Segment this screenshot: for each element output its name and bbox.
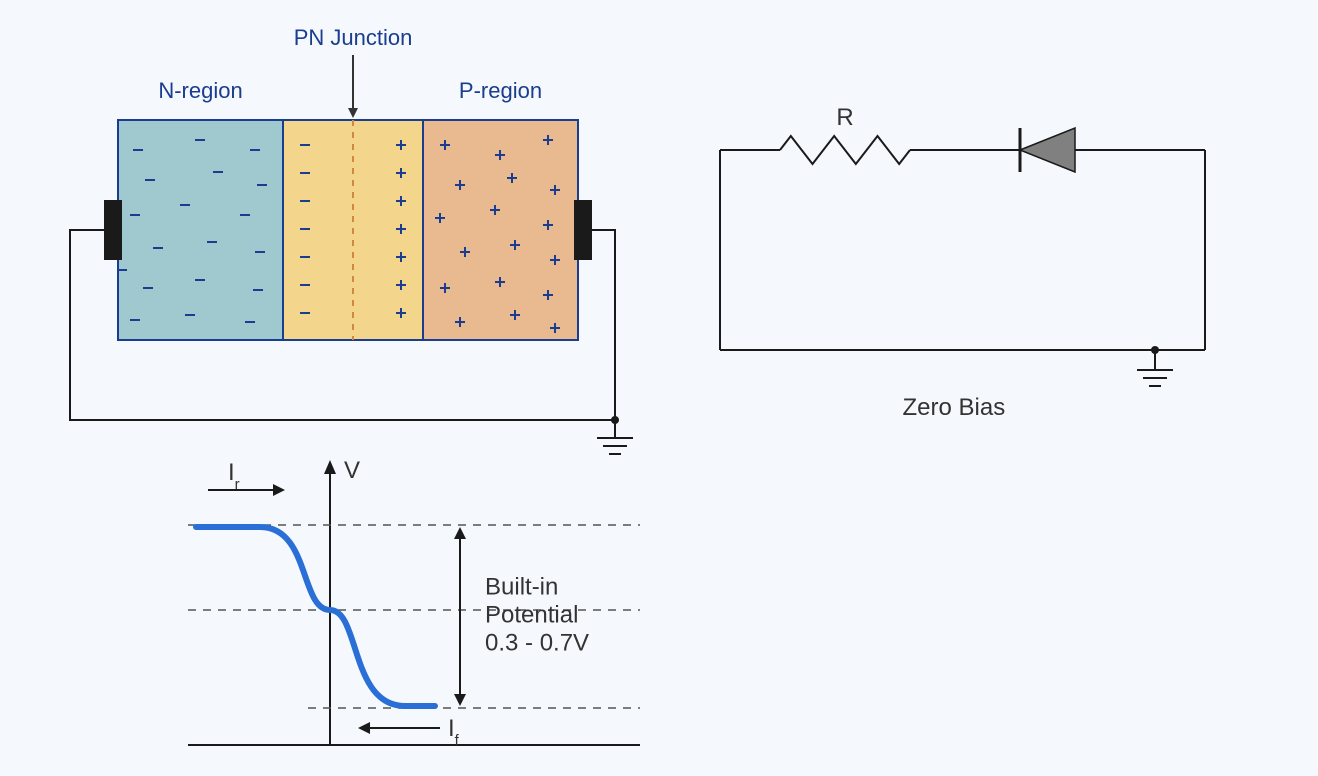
ir-label: Ir bbox=[228, 459, 240, 493]
pn-junction-title: PN Junction bbox=[294, 25, 413, 50]
pn-junction-diagram: PN Junction N-region P-region bbox=[70, 25, 633, 454]
n-region-label: N-region bbox=[158, 78, 242, 103]
circuit-caption: Zero Bias bbox=[903, 394, 1006, 421]
builtin-label-1: Built-in bbox=[485, 574, 558, 601]
resistor bbox=[780, 136, 910, 164]
if-label: If bbox=[448, 715, 460, 749]
resistor-label: R bbox=[836, 104, 853, 131]
potential-curve bbox=[196, 527, 435, 706]
potential-graph: V Ir If Built-inPotential0.3 - 0.7V bbox=[188, 457, 640, 749]
zero-bias-circuit: R Zero Bias bbox=[720, 104, 1205, 421]
builtin-label-3: 0.3 - 0.7V bbox=[485, 630, 589, 657]
diode bbox=[1020, 128, 1075, 172]
builtin-label-2: Potential bbox=[485, 602, 578, 629]
diagram-canvas: PN Junction N-region P-region V Ir If Built-in… bbox=[0, 0, 1318, 776]
v-axis-label: V bbox=[344, 457, 360, 484]
p-region-label: P-region bbox=[459, 78, 542, 103]
